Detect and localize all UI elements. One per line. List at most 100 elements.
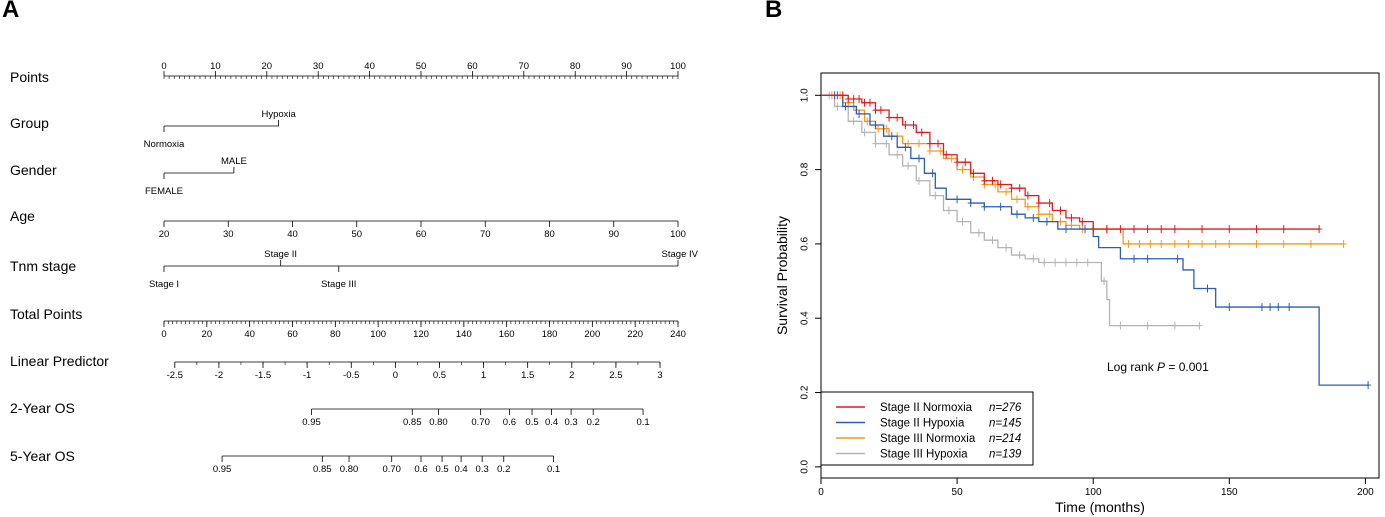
nomogram-tick-label: 100 (370, 329, 386, 340)
nomogram-tick-label: 2 (569, 370, 574, 381)
nomogram-tick-label: 80 (544, 229, 555, 240)
nomogram-tick-label: 0.95 (302, 417, 321, 428)
nomogram-tick-label: -1.5 (255, 370, 271, 381)
nomogram-tick-label: 60 (287, 329, 298, 340)
nomogram-tick-label: 0.5 (525, 417, 538, 428)
nomogram-tick-label: 0.3 (564, 417, 577, 428)
nomogram-tick-label: 0.80 (340, 464, 359, 475)
nomogram-tick-label: 160 (499, 329, 515, 340)
survival-chart: 0 50 100 150 200 0.0 0.2 0.4 0.6 0.8 1.0 Time (mont… (774, 72, 1380, 515)
nomogram-tick-label: 1 (481, 370, 486, 381)
nomogram-tick-label: 90 (621, 61, 632, 72)
nomogram-level-label: Stage I (149, 279, 179, 290)
nomogram-tick-label: 0.4 (545, 417, 558, 428)
nomogram-tick-label: 0.5 (435, 464, 448, 475)
y-tick-label: 0.2 (800, 385, 811, 399)
survival-curve (821, 94, 1369, 386)
x-tick-label: 50 (952, 487, 964, 498)
nomogram-level-label: Stage IV (662, 249, 699, 260)
nomogram-tick-label: 3 (657, 370, 662, 381)
logrank-prefix: Log rank (1107, 360, 1157, 374)
legend-n: n=276 (989, 402, 1022, 414)
survival-curve (821, 94, 1320, 230)
nomogram-tick-label: 20 (159, 229, 170, 240)
nomogram-tick-label: 100 (670, 61, 686, 72)
legend-n: n=214 (989, 433, 1021, 445)
nomogram-row-label-group: Group (10, 115, 49, 131)
nomogram-row-label-total: Total Points (10, 306, 82, 322)
nomogram-tick-label: 70 (480, 229, 491, 240)
nomogram-tick-label: 0.3 (476, 464, 489, 475)
nomogram-tick-label: 200 (584, 329, 600, 340)
nomogram-tick-label: 0.70 (471, 417, 490, 428)
nomogram-tick-label: -1 (303, 370, 311, 381)
panel-a-label: A (2, 0, 20, 23)
nomogram-tick-label: 0.5 (433, 370, 446, 381)
nomogram-tick-label: 1.5 (521, 370, 534, 381)
nomogram-tick-label: 20 (262, 61, 273, 72)
nomogram-row-label-age: Age (10, 208, 35, 224)
nomogram-tick-label: 0 (161, 329, 166, 340)
nomogram-level-label: Hypoxia (261, 109, 296, 120)
nomogram-row-label-gender: Gender (10, 162, 57, 178)
nomogram-level-label: MALE (221, 156, 247, 167)
logrank-annotation: Log rank P = 0.001 (1107, 360, 1209, 374)
nomogram-tick-label: 0.1 (547, 464, 560, 475)
logrank-value: = 0.001 (1165, 360, 1209, 374)
nomogram-tick-label: 70 (519, 61, 530, 72)
nomogram-tick-label: 60 (467, 61, 478, 72)
nomogram-tick-label: 0.85 (403, 417, 422, 428)
x-tick-label: 0 (818, 487, 824, 498)
nomogram-level-label: FEMALE (145, 186, 183, 197)
y-tick-label: 1.0 (800, 88, 811, 102)
nomogram-row-label-os5: 5-Year OS (10, 448, 75, 464)
y-tick-label: 0.6 (800, 237, 811, 251)
nomogram-tick-label: 0.1 (636, 417, 649, 428)
nomogram-row-label-os2: 2-Year OS (10, 400, 75, 416)
y-axis-label: Survival Probability (774, 216, 790, 335)
nomogram-tick-label: 20 (202, 329, 213, 340)
nomogram-tick-label: 80 (330, 329, 341, 340)
nomogram-tick-label: 50 (351, 229, 362, 240)
nomogram-tick-label: 50 (416, 61, 427, 72)
nomogram-tick-label: 0 (161, 61, 166, 72)
nomogram-tick-label: 100 (670, 229, 686, 240)
x-tick-label: 150 (1221, 487, 1238, 498)
x-axis-label: Time (months) (1055, 499, 1145, 515)
nomogram-tick-label: 40 (244, 329, 255, 340)
nomogram-tick-label: 240 (670, 329, 686, 340)
nomogram-tick-label: 0 (393, 370, 398, 381)
nomogram-tick-label: 30 (223, 229, 234, 240)
x-tick-label: 100 (1085, 487, 1102, 498)
nomogram-tick-label: 0.2 (497, 464, 510, 475)
nomogram-tick-label: 0.95 (213, 464, 232, 475)
y-tick-label: 0.4 (800, 311, 811, 325)
logrank-p: P (1157, 360, 1165, 374)
nomogram-row-label-tnm: Tnm stage (10, 258, 76, 274)
nomogram-tick-label: 80 (570, 61, 581, 72)
nomogram-tick-label: 0.6 (414, 464, 427, 475)
nomogram-tick-label: -2 (215, 370, 223, 381)
legend-label: Stage III Normoxia (880, 433, 976, 445)
nomogram-row-label-lp: Linear Predictor (10, 353, 109, 369)
nomogram-tick-label: 140 (456, 329, 472, 340)
legend-label: Stage II Normoxia (880, 402, 973, 414)
legend-n: n=145 (989, 418, 1022, 430)
nomogram-tick-label: 220 (627, 329, 643, 340)
nomogram-tick-label: 0.85 (313, 464, 332, 475)
nomogram-tick-label: 120 (413, 329, 429, 340)
nomogram-tick-label: -0.5 (343, 370, 359, 381)
nomogram-tick-label: 0.80 (429, 417, 448, 428)
nomogram-tick-label: 90 (608, 229, 619, 240)
legend-label: Stage III Hypoxia (880, 449, 968, 461)
y-tick-label: 0.8 (800, 162, 811, 176)
nomogram-level-label: Stage II (264, 249, 297, 260)
nomogram-tick-label: 180 (542, 329, 558, 340)
nomogram-tick-label: 0.70 (382, 464, 401, 475)
legend-label: Stage II Hypoxia (880, 418, 965, 430)
nomogram-level-label: Normoxia (144, 139, 185, 150)
nomogram-tick-label: 0.2 (587, 417, 600, 428)
nomogram-tick-label: 60 (416, 229, 427, 240)
plot-frame (820, 72, 1380, 479)
